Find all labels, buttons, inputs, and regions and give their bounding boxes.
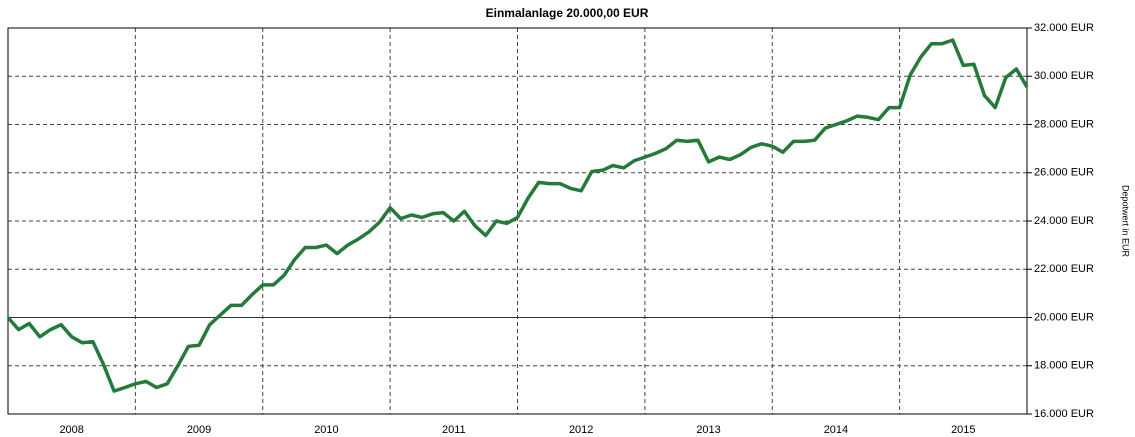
y-tick-label: 30.000 EUR xyxy=(1034,70,1094,82)
y-tick-label: 22.000 EUR xyxy=(1034,263,1094,275)
x-tick-label: 2008 xyxy=(59,424,83,436)
x-tick-label: 2011 xyxy=(442,424,466,436)
x-tick-label: 2014 xyxy=(824,424,848,436)
y-tick-label: 24.000 EUR xyxy=(1034,215,1094,227)
plot-frame xyxy=(7,27,1028,415)
y-tick-label: 16.000 EUR xyxy=(1034,408,1094,420)
chart-title: Einmalanlage 20.000,00 EUR xyxy=(486,6,649,20)
y-tick-label: 20.000 EUR xyxy=(1034,311,1094,323)
y-tick-label: 32.000 EUR xyxy=(1034,22,1094,34)
data-line xyxy=(6,38,1029,393)
x-tick-label: 2015 xyxy=(951,424,975,436)
x-tick-label: 2010 xyxy=(314,424,338,436)
y-axis-label: Depotwert in EUR xyxy=(1121,185,1131,258)
y-tick-label: 18.000 EUR xyxy=(1034,360,1094,372)
y-tick-label: 26.000 EUR xyxy=(1034,167,1094,179)
x-tick-label: 2009 xyxy=(187,424,211,436)
y-tick-label: 28.000 EUR xyxy=(1034,118,1094,130)
x-tick-label: 2012 xyxy=(569,424,593,436)
x-tick-label: 2013 xyxy=(696,424,720,436)
